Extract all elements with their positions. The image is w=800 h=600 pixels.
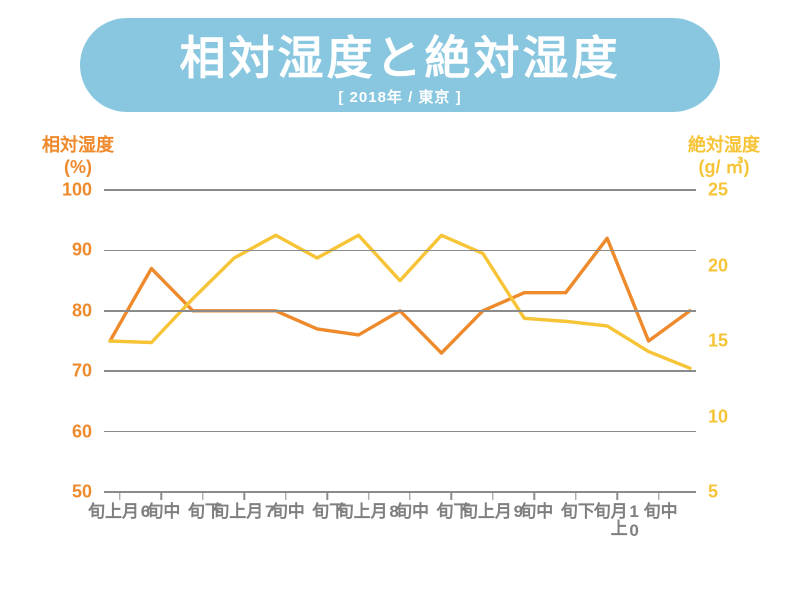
xtick-mark: [534, 492, 535, 500]
ytick-left: 70: [48, 361, 92, 382]
xtick-label: 中旬: [517, 502, 551, 519]
ytick-left: 60: [48, 421, 92, 442]
title-sub: [ 2018年 / 東京 ]: [338, 86, 461, 107]
xtick-mark: [202, 492, 203, 500]
xtick-label: 10月上旬: [592, 502, 643, 540]
gridline: [104, 189, 696, 191]
gridline: [104, 431, 696, 433]
ytick-right: 20: [708, 255, 748, 276]
ytick-right: 10: [708, 406, 748, 427]
ytick-left: 90: [48, 240, 92, 261]
xtick-label: 中旬: [642, 502, 676, 519]
xtick-mark: [244, 492, 245, 500]
xtick-label: 中旬: [144, 502, 178, 519]
xtick-mark: [326, 492, 327, 500]
ytick-right: 5: [708, 482, 748, 503]
xtick-mark: [451, 492, 452, 500]
right-axis-label: 絶対湿度(g/ ㎥): [688, 135, 760, 178]
xtick-mark: [409, 492, 410, 500]
gridline: [104, 491, 696, 493]
xtick-label: 下旬: [559, 502, 593, 519]
ytick-left: 100: [48, 180, 92, 201]
ytick-right: 25: [708, 180, 748, 201]
left-axis-label: 相対湿度(%): [42, 135, 114, 178]
xtick-mark: [119, 492, 120, 500]
ytick-left: 50: [48, 482, 92, 503]
gridline: [104, 250, 696, 252]
xtick-label: 中旬: [393, 502, 427, 519]
gridline: [104, 310, 696, 312]
xtick-mark: [616, 492, 617, 500]
xtick-mark: [575, 492, 576, 500]
ytick-right: 15: [708, 331, 748, 352]
title-banner: 相対湿度と絶対湿度 [ 2018年 / 東京 ]: [80, 18, 720, 112]
xtick-mark: [368, 492, 369, 500]
title-main: 相対湿度と絶対湿度: [180, 22, 621, 88]
ytick-left: 80: [48, 300, 92, 321]
xtick-mark: [658, 492, 659, 500]
xtick-mark: [492, 492, 493, 500]
xtick-label: 中旬: [269, 502, 303, 519]
chart-lines-svg: [104, 190, 696, 492]
xtick-mark: [285, 492, 286, 500]
xtick-mark: [161, 492, 162, 500]
series-line: [110, 235, 690, 368]
humidity-chart: 50607080901005101520256月上旬中旬下旬7月上旬中旬下旬8月…: [104, 190, 696, 492]
gridline: [104, 370, 696, 372]
